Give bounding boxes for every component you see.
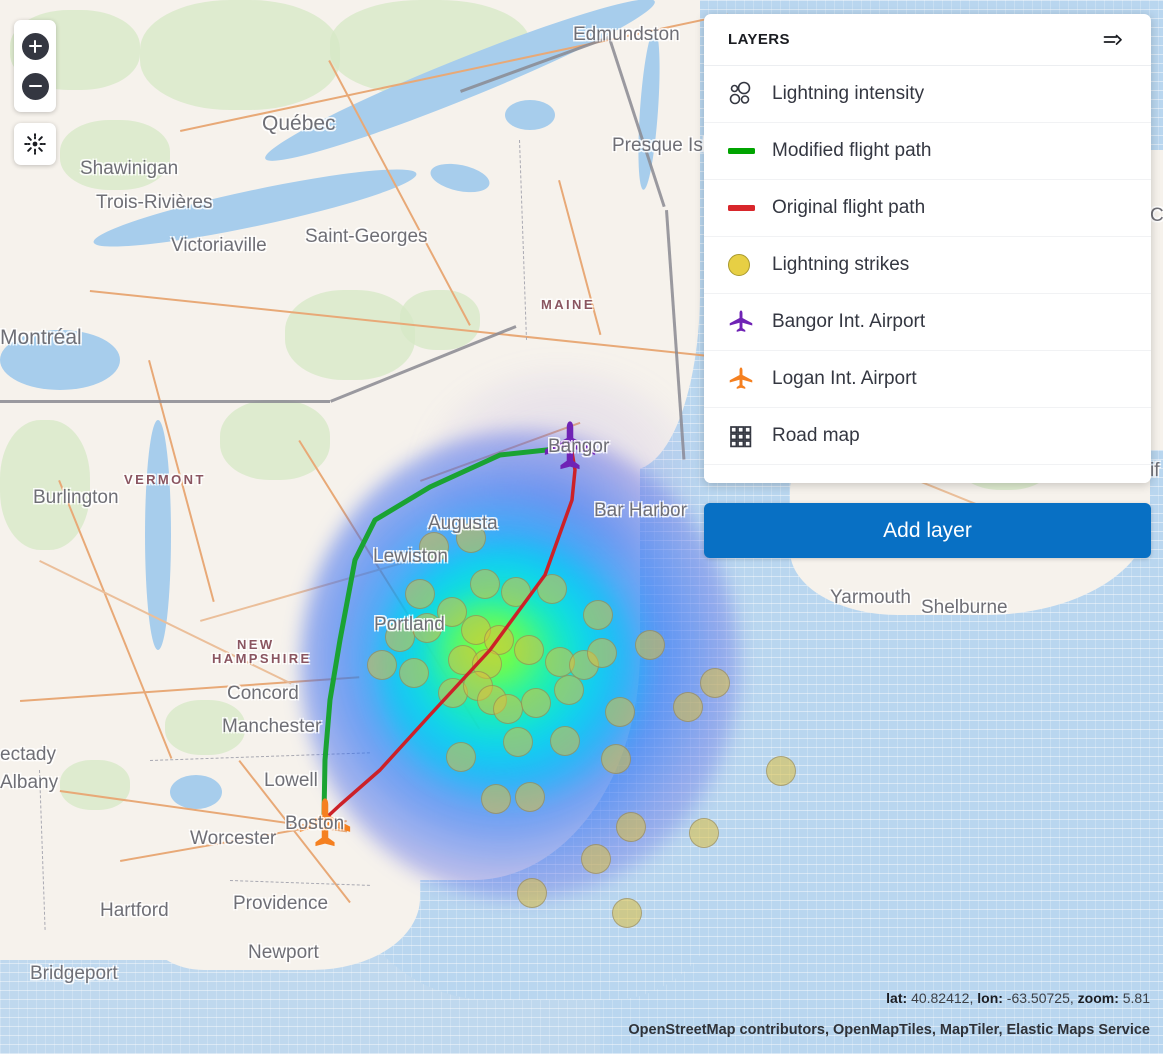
lon-label: lon: bbox=[977, 990, 1003, 1006]
map-border-canada-us bbox=[0, 400, 330, 403]
cluster-circles-icon bbox=[728, 81, 758, 107]
map-controls bbox=[14, 20, 56, 165]
coords-sep: , bbox=[1069, 990, 1078, 1006]
map-forest-patch bbox=[165, 700, 245, 755]
airplane-icon bbox=[728, 309, 758, 335]
layer-label: Modified flight path bbox=[772, 140, 932, 161]
map-forest-patch bbox=[60, 120, 170, 190]
layer-row[interactable]: Lightning intensity bbox=[704, 66, 1151, 123]
layer-row[interactable]: Road map bbox=[704, 408, 1151, 465]
zoom-out-button[interactable] bbox=[14, 66, 56, 106]
map-land-connecticut bbox=[0, 760, 330, 960]
layer-row[interactable]: Modified flight path bbox=[704, 123, 1151, 180]
layer-row[interactable]: Original flight path bbox=[704, 180, 1151, 237]
zoom-control-group bbox=[14, 20, 56, 112]
circle-swatch bbox=[728, 254, 750, 276]
layer-list: Lightning intensity Modified flight path O… bbox=[704, 66, 1151, 465]
lon-value-text: -63.50725 bbox=[1006, 990, 1070, 1006]
map-forest-patch bbox=[285, 290, 415, 380]
layers-panel-header: LAYERS bbox=[704, 14, 1151, 66]
grid-icon bbox=[728, 424, 758, 448]
add-layer-button[interactable]: Add layer bbox=[704, 503, 1151, 558]
layers-panel-footer bbox=[704, 465, 1151, 483]
layer-row[interactable]: Logan Int. Airport bbox=[704, 351, 1151, 408]
zoom-in-button[interactable] bbox=[14, 26, 56, 66]
map-forest-patch bbox=[140, 0, 340, 110]
page-title: LAYERS bbox=[728, 31, 790, 48]
grid-icon bbox=[730, 426, 752, 448]
line-swatch bbox=[728, 205, 755, 211]
map-forest-patch bbox=[220, 400, 330, 480]
layer-label: Logan Int. Airport bbox=[772, 368, 917, 389]
map-forest-patch bbox=[0, 420, 90, 550]
map-water-bay bbox=[0, 330, 120, 390]
zoom-label: zoom: bbox=[1077, 990, 1119, 1006]
layer-label: Lightning strikes bbox=[772, 254, 910, 275]
map-land-maine-coast bbox=[520, 0, 700, 470]
map-attribution: OpenStreetMap contributors, OpenMapTiles… bbox=[628, 1022, 1150, 1038]
arrow-right-lines-icon bbox=[1103, 34, 1122, 45]
minus-icon bbox=[21, 72, 49, 100]
fit-to-data-button[interactable] bbox=[14, 123, 56, 165]
line-swatch-icon bbox=[728, 205, 758, 211]
airplane-icon bbox=[728, 366, 758, 392]
lat-label: lat: bbox=[886, 990, 908, 1006]
airplane-icon bbox=[729, 310, 753, 332]
plus-icon bbox=[21, 32, 49, 60]
zoom-value-text: 5.81 bbox=[1122, 990, 1150, 1006]
layer-label: Lightning intensity bbox=[772, 83, 925, 104]
map-forest-patch bbox=[60, 760, 130, 810]
map-coordinates-readout: lat: 40.82412, lon: -63.50725, zoom: 5.8… bbox=[886, 990, 1150, 1006]
map-water-lake bbox=[170, 775, 222, 809]
airplane-icon bbox=[729, 367, 753, 389]
lat-value-text: 40.82412 bbox=[911, 990, 970, 1006]
layer-row[interactable]: Bangor Int. Airport bbox=[704, 294, 1151, 351]
layers-panel: LAYERS Lightning intensity Modified fligh… bbox=[704, 14, 1151, 483]
line-swatch bbox=[728, 148, 755, 154]
map-water-champlain bbox=[145, 420, 171, 650]
coords-sep: , bbox=[969, 990, 978, 1006]
layer-row[interactable]: Lightning strikes bbox=[704, 237, 1151, 294]
cluster-circles-icon bbox=[729, 81, 751, 105]
circle-swatch-icon bbox=[728, 254, 758, 276]
line-swatch-icon bbox=[728, 148, 758, 154]
layer-label: Road map bbox=[772, 425, 860, 446]
crosshair-icon bbox=[24, 133, 46, 155]
layer-label: Original flight path bbox=[772, 197, 926, 218]
layer-label: Bangor Int. Airport bbox=[772, 311, 926, 332]
map-water-lake bbox=[505, 100, 555, 130]
collapse-arrow-right-icon[interactable] bbox=[1099, 26, 1127, 54]
